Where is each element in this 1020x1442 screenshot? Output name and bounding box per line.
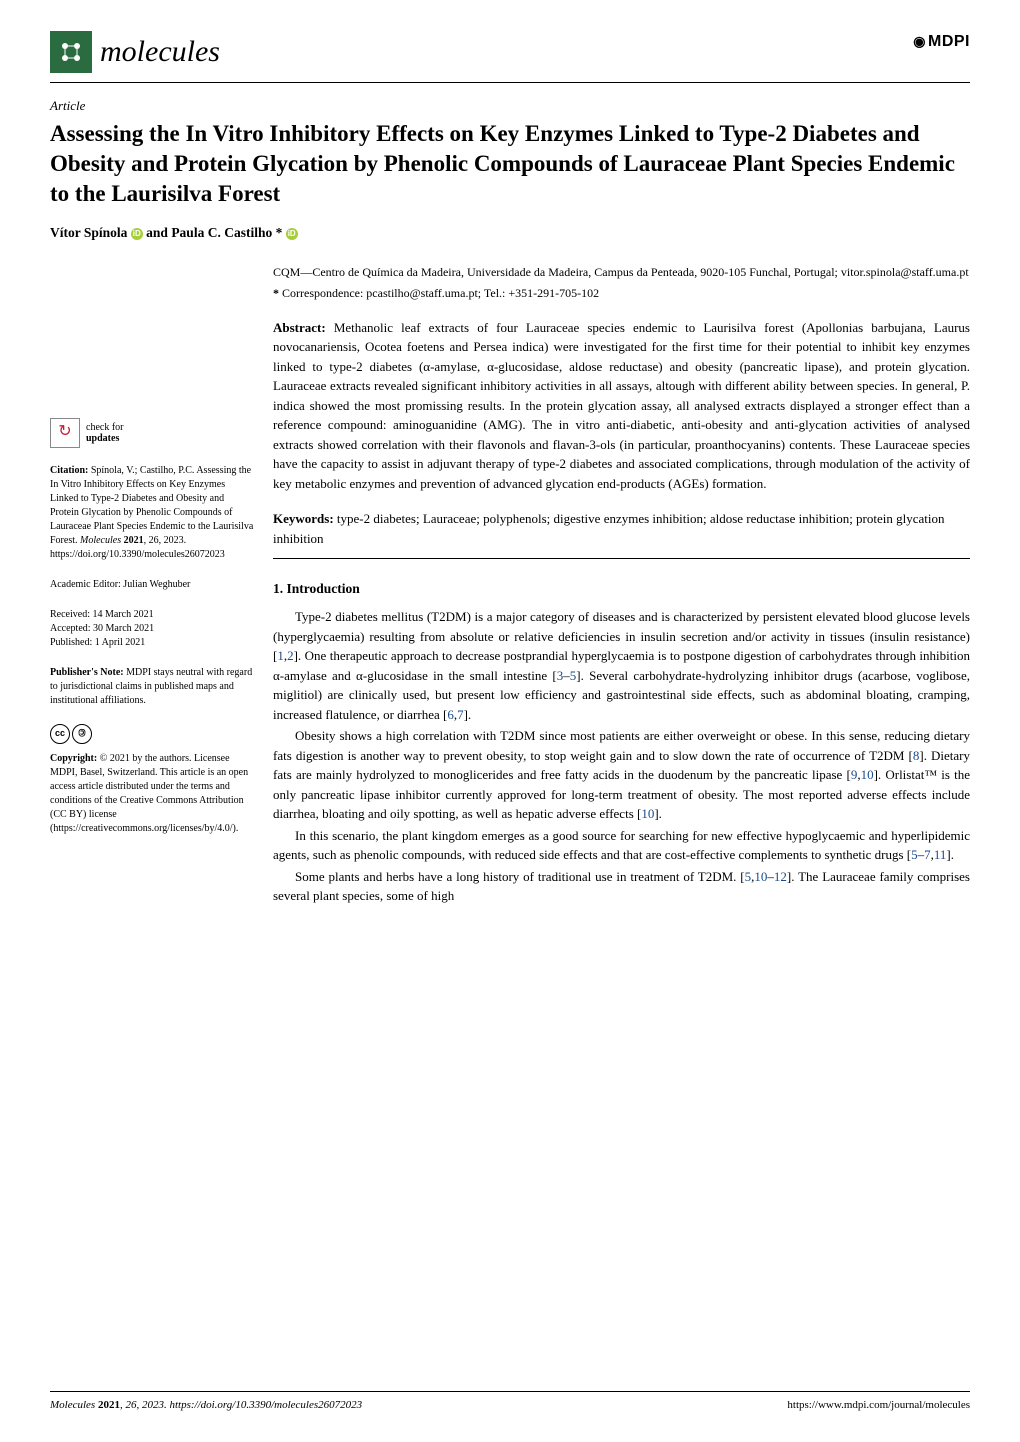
journal-name: molecules bbox=[100, 30, 220, 74]
intro-paragraph-3: In this scenario, the plant kingdom emer… bbox=[273, 826, 970, 865]
footer-doi: , 26, 2023. https://doi.org/10.3390/mole… bbox=[120, 1399, 362, 1411]
ref-link[interactable]: 10 bbox=[861, 767, 874, 782]
footer-rule bbox=[50, 1391, 970, 1392]
citation-text: Spínola, V.; Castilho, P.C. Assessing th… bbox=[50, 465, 253, 546]
keywords: Keywords: type-2 diabetes; Lauraceae; po… bbox=[273, 509, 970, 548]
corr-text: Correspondence: pcastilho@staff.uma.pt; … bbox=[279, 286, 599, 300]
page-footer: Molecules 2021, 26, 2023. https://doi.or… bbox=[50, 1391, 970, 1414]
by-icon: 🄯 bbox=[72, 724, 92, 744]
abstract-label: Abstract: bbox=[273, 320, 326, 335]
check-updates-icon: ↻ bbox=[50, 418, 80, 448]
license-block: cc 🄯 Copyright: © 2021 by the authors. L… bbox=[50, 724, 255, 836]
section-1-heading: 1. Introduction bbox=[273, 579, 970, 599]
intro-paragraph-4: Some plants and herbs have a long histor… bbox=[273, 867, 970, 906]
ref-link[interactable]: 11 bbox=[934, 847, 947, 862]
two-column-layout: ↻ check for updates Citation: Spínola, V… bbox=[0, 263, 1020, 908]
journal-logo-icon bbox=[50, 31, 92, 73]
check-updates-text: check for updates bbox=[86, 422, 123, 444]
citation-journal: Molecules bbox=[80, 535, 124, 546]
ref-link[interactable]: 10 bbox=[754, 869, 767, 884]
ref-link[interactable]: 10 bbox=[641, 806, 654, 821]
received-date: Received: 14 March 2021 bbox=[50, 608, 255, 622]
publisher-name: MDPI bbox=[928, 30, 970, 53]
footer-row: Molecules 2021, 26, 2023. https://doi.or… bbox=[50, 1398, 970, 1414]
check-updates-block: ↻ check for updates bbox=[50, 418, 255, 448]
intro-paragraph-2: Obesity shows a high correlation with T2… bbox=[273, 726, 970, 824]
orcid-icon: iD bbox=[286, 228, 298, 240]
footer-journal: Molecules bbox=[50, 1399, 98, 1411]
footer-year: 2021 bbox=[98, 1399, 120, 1411]
page-header: molecules ◉ MDPI bbox=[0, 0, 1020, 82]
abstract-text: Methanolic leaf extracts of four Laurace… bbox=[273, 320, 970, 491]
affiliation: CQM—Centro de Química da Madeira, Univer… bbox=[273, 263, 970, 281]
copyright-label: Copyright: bbox=[50, 753, 97, 764]
keywords-text: type-2 diabetes; Lauraceae; polyphenols;… bbox=[273, 511, 945, 546]
footer-right[interactable]: https://www.mdpi.com/journal/molecules bbox=[787, 1398, 970, 1414]
intro-paragraph-1: Type-2 diabetes mellitus (T2DM) is a maj… bbox=[273, 607, 970, 724]
citation-year: 2021 bbox=[124, 535, 144, 546]
keywords-label: Keywords: bbox=[273, 511, 334, 526]
copyright-text: © 2021 by the authors. Licensee MDPI, Ba… bbox=[50, 753, 248, 834]
footer-left: Molecules 2021, 26, 2023. https://doi.or… bbox=[50, 1398, 362, 1414]
citation-block: Citation: Spínola, V.; Castilho, P.C. As… bbox=[50, 464, 255, 562]
check-line1: check for bbox=[86, 422, 123, 433]
cc-icon: cc bbox=[50, 724, 70, 744]
article-type: Article bbox=[0, 83, 1020, 120]
journal-logo: molecules bbox=[50, 30, 220, 74]
accepted-date: Accepted: 30 March 2021 bbox=[50, 622, 255, 636]
correspondence: * Correspondence: pcastilho@staff.uma.pt… bbox=[273, 285, 970, 302]
main-column: CQM—Centro de Química da Madeira, Univer… bbox=[273, 263, 970, 908]
abstract: Abstract: Methanolic leaf extracts of fo… bbox=[273, 318, 970, 494]
check-line2: updates bbox=[86, 433, 119, 444]
author-and: and bbox=[146, 225, 171, 240]
author-1: Vítor Spínola bbox=[50, 225, 127, 240]
publisher-logo: ◉ MDPI bbox=[913, 30, 970, 53]
abstract-rule bbox=[273, 558, 970, 559]
dates-block: Received: 14 March 2021 Accepted: 30 Mar… bbox=[50, 608, 255, 650]
sidebar: ↻ check for updates Citation: Spínola, V… bbox=[50, 263, 255, 908]
mdpi-swirl-icon: ◉ bbox=[913, 31, 926, 51]
published-date: Published: 1 April 2021 bbox=[50, 636, 255, 650]
citation-label: Citation: bbox=[50, 465, 88, 476]
publisher-note-block: Publisher's Note: MDPI stays neutral wit… bbox=[50, 666, 255, 708]
authors-line: Vítor Spínola iD and Paula C. Castilho *… bbox=[0, 223, 1020, 263]
ref-link[interactable]: 12 bbox=[774, 869, 787, 884]
cc-badge: cc 🄯 bbox=[50, 724, 255, 744]
editor-block: Academic Editor: Julian Weghuber bbox=[50, 578, 255, 592]
article-title: Assessing the In Vitro Inhibitory Effect… bbox=[0, 119, 1020, 223]
pubnote-label: Publisher's Note: bbox=[50, 667, 124, 678]
orcid-icon: iD bbox=[131, 228, 143, 240]
check-updates-badge[interactable]: ↻ check for updates bbox=[50, 418, 255, 448]
author-2: Paula C. Castilho * bbox=[171, 225, 282, 240]
